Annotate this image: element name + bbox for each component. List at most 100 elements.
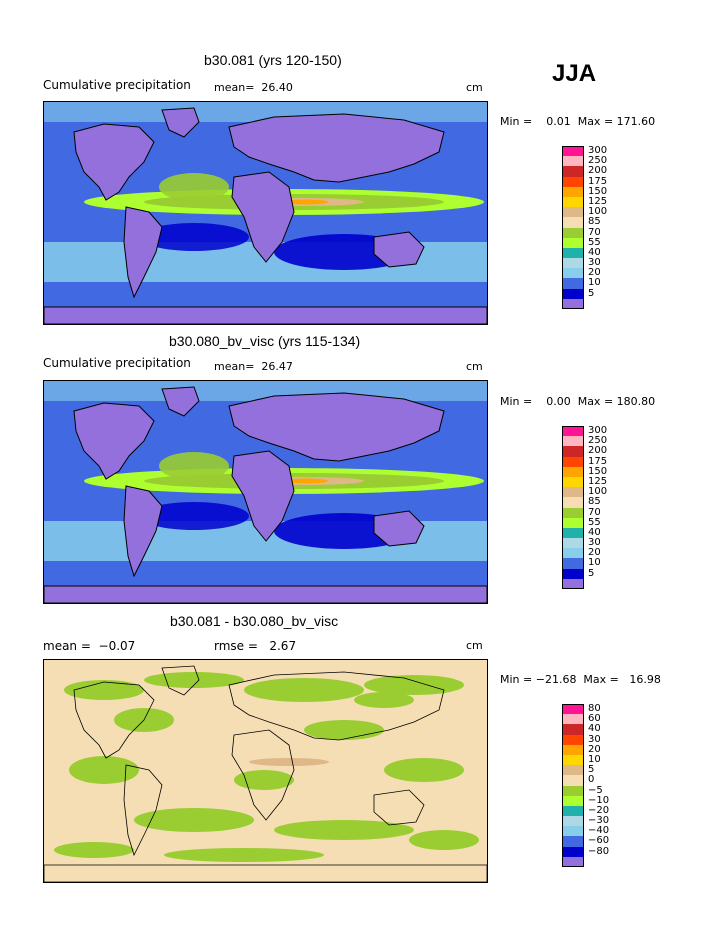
legend-entry: 100 [562,206,622,218]
legend-label: 40 [588,723,601,735]
legend-label: 0 [588,774,595,786]
map-coastline [161,665,200,696]
legend-swatch [562,258,584,269]
legend-swatch [562,166,584,177]
legend-swatch [562,517,584,528]
legend-label: 150 [588,185,608,197]
legend-swatch [562,805,584,817]
legend-label: 300 [588,425,608,436]
legend-swatch [562,568,584,579]
legend-label: 20 [588,547,601,559]
legend-label: 100 [588,486,608,498]
map-monsoon [159,173,229,201]
legend-swatch [562,578,584,589]
legend-entry: −60 [562,835,622,847]
legend-entry: 5 [562,764,622,776]
legend-entry: −5 [562,784,622,796]
map-contour-patch [409,830,479,850]
legend-label: −5 [588,784,603,796]
panel2-minmax: Min = 0.00 Max = 180.80 [500,395,656,408]
panel1-units: cm [466,81,483,94]
legend-label: 40 [588,526,601,538]
panel2-map-svg [44,381,487,603]
legend-swatch [562,754,584,766]
legend-swatch [562,724,584,735]
map-contour-patch [64,680,144,700]
legend-entry: 250 [562,435,622,447]
legend-label: 80 [588,703,601,714]
legend-swatch [562,487,584,498]
legend-swatch [562,298,584,309]
legend-label: 250 [588,435,608,447]
legend-label: 60 [588,713,601,725]
legend-swatch [562,744,584,755]
panel3-rmse: rmse = 2.67 [214,639,297,653]
panel2-legend: 300 250 200 175 150 125 100 85 70 55 40 30 20 10 5 [562,425,622,589]
map-landmass [123,206,163,299]
map-landmass [73,402,155,480]
legend-entry: 5 [562,568,622,579]
panel3-map [43,659,488,883]
legend-entry: −30 [562,815,622,827]
legend-label: 20 [588,267,601,279]
legend-entry: 100 [562,486,622,498]
map-contour-patch [144,672,244,688]
legend-label: 30 [588,537,601,549]
panel3-legend: 80 60 40 30 20 10 5 0 −5 −10 −20 −30 −40 −60 −80 [562,703,622,867]
map-itcz-max [284,478,328,484]
panel2-units: cm [466,360,483,373]
legend-swatch [562,826,584,837]
legend-label: 300 [588,145,608,156]
legend-entry: 30 [562,257,622,269]
legend-swatch [562,836,584,847]
legend-label: 150 [588,465,608,477]
legend-entry: −10 [562,795,622,806]
legend-swatch [562,146,584,157]
legend-swatch [562,237,584,248]
legend-swatch [562,288,584,299]
map-landmass [161,107,200,138]
map-landmass [231,450,295,542]
legend-entry: 10 [562,557,622,569]
legend-swatch [562,466,584,477]
legend-entry: 200 [562,445,622,457]
legend-label: −80 [588,845,610,857]
legend-entry: −20 [562,805,622,817]
panel1-map-svg [44,102,487,324]
legend-label: 175 [588,455,608,467]
map-itcz-max [284,199,328,205]
legend-entry: 20 [562,547,622,559]
map-coastline [231,729,295,821]
map-landmass [73,123,155,201]
legend-entry: 10 [562,277,622,289]
legend-entry: 30 [562,734,622,745]
legend-entry: −40 [562,825,622,837]
map-landmass [228,113,445,183]
legend-entry: 10 [562,754,622,766]
map-landmass [373,510,425,547]
map-contour-patch [164,848,324,862]
panel3-mean: mean = −0.07 [43,639,136,653]
legend-swatch [562,538,584,549]
panel2-map [43,380,488,604]
legend-entry: 55 [562,517,622,528]
legend-entry: 150 [562,185,622,197]
legend-swatch [562,207,584,218]
panel1-title: b30.081 (yrs 120-150) [204,52,342,68]
panel1-legend: 300 250 200 175 150 125 100 85 70 55 40 30 20 10 5 [562,145,622,309]
map-landmass [373,231,425,268]
legend-swatch [562,816,584,827]
legend-label: −60 [588,835,610,847]
map-contour-patch [134,808,254,832]
map-coastline [228,671,445,741]
panel3-units: cm [466,639,483,652]
legend-swatch [562,795,584,806]
legend-label: 125 [588,195,608,207]
panel1-mean: mean= 26.40 [214,81,293,94]
panel1-minmax: Min = 0.01 Max = 171.60 [500,115,656,128]
legend-label: 200 [588,165,608,177]
legend-entry: 30 [562,537,622,549]
legend-swatch [562,217,584,228]
map-landmass [228,392,445,462]
legend-label: 5 [588,287,595,299]
